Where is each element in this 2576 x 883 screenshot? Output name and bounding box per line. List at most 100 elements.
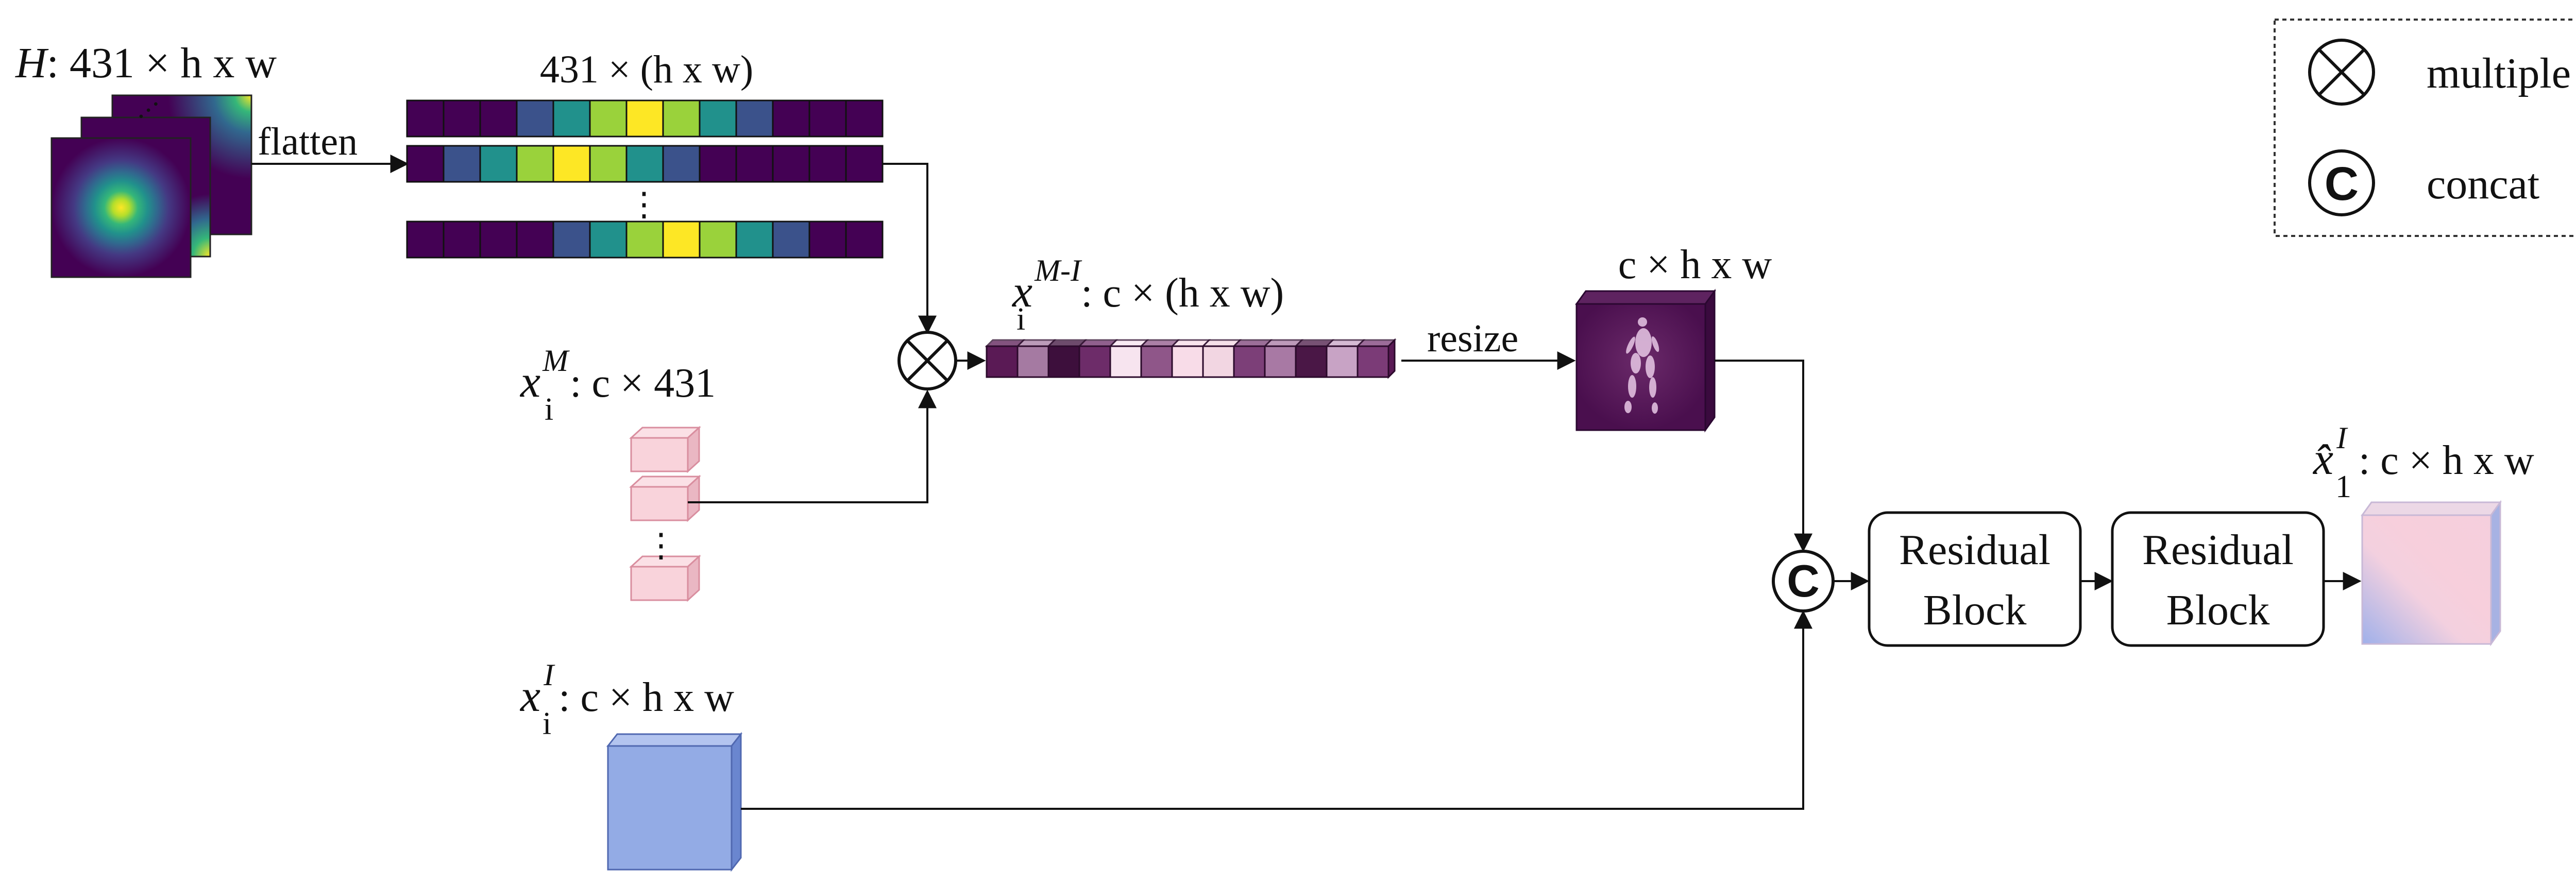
xMI-cell-9 [1232,339,1273,378]
flatten-rows [406,99,884,259]
flatten-cell-r2-c9 [699,145,737,183]
flatten-cell-r2-c6 [589,145,628,183]
flatten-cell-r2-c3 [479,145,518,183]
xMI-cell-10 [1263,339,1304,378]
heatmaps-symbol: H [15,39,49,87]
residual-block-1: Residual Block [1868,511,2082,647]
heatmaps-dims: : 431 × h x w [47,39,277,87]
xMI-cell-6 [1139,339,1180,378]
flatten-to-multiply-line [883,163,937,334]
residual-block-2-box [2111,511,2325,647]
xI-to-concat-line [741,610,1812,810]
residual-block-2: Residual Block [2111,511,2325,647]
output-sub: 1 [2335,469,2351,504]
flatten-cell-r1-c2 [443,99,481,138]
flatten-cell-r2-c2 [443,145,481,183]
xMI-cell-3 [1046,339,1088,378]
xM-cube-1 [629,426,701,473]
flatten-cell-r1-c12 [808,99,847,138]
heatmaps-label: H: 431 × h x w [15,39,277,87]
output-cube-side [2490,500,2501,647]
multiply-operator [897,331,957,390]
output-dims: : c × h x w [2359,438,2534,483]
flatten-cell-r1-c3 [479,99,518,138]
resize-label: resize [1427,317,1518,360]
xM-cube-3 [629,554,701,602]
multiply-cross-b [906,339,949,382]
flatten-cell-r3-c2 [443,220,481,259]
xMI-sup: M-I [1034,253,1082,287]
legend-multiple-label: multiple [2427,49,2571,97]
residual-block-1-line2: Block [1923,586,2027,634]
flatten-cell-r1-c6 [589,99,628,138]
xM-to-multiply-line [688,389,937,503]
xMI-strip [985,338,1397,379]
heatmap-front [50,137,192,278]
xM-ellipsis: ⋮ [645,527,677,564]
xMI-label: xM-I i : c × (h x w) [1011,253,1284,337]
xMI-cell-1 [985,339,1026,378]
flatten-cell-r3-c12 [808,220,847,259]
flatten-cell-r2-c7 [625,145,664,183]
xMI-base: x [1011,267,1032,317]
xMI-strip-side [1387,338,1396,379]
flatten-cell-r3-c3 [479,220,518,259]
heatmap-stack: ··· [50,89,252,278]
xI-cube [606,732,743,872]
flatten-dims: 431 × (h x w) [540,48,753,91]
flatten-cell-r3-c4 [516,220,554,259]
flatten-cell-r1-c9 [699,99,737,138]
xM-base: x [519,357,540,407]
residual-block-1-box [1868,511,2082,647]
xMI-dims: : c × (h x w) [1081,270,1284,316]
xM-sup: M [542,344,570,378]
output-base: x̂ [2312,434,2333,484]
flatten-cell-r3-c7 [625,220,664,259]
legend-item-concat: C concat [2308,149,2539,216]
residual-block-2-line2: Block [2166,586,2270,634]
flatten-cell-r2-c13 [845,145,884,183]
flatten-cell-r1-c7 [625,99,664,138]
xI-cube-front [607,745,733,871]
legend-concat-symbol: C [2325,158,2359,210]
flatten-cell-r1-c11 [772,99,810,138]
flatten-cell-r2-c1 [406,145,445,183]
flatten-cell-r2-c10 [735,145,774,183]
flatten-cell-r2-c4 [516,145,554,183]
legend-concat-label: concat [2427,160,2539,208]
xI-sub: i [543,706,551,741]
flatten-label: flatten [258,120,358,163]
xM-label: xM i: c × 431 [519,344,716,427]
legend: multiple C concat [2274,19,2576,237]
resized-cube-side [1704,288,1716,433]
output-cube-top [2361,501,2502,516]
flatten-cell-r1-c1 [406,99,445,138]
flatten-cell-r2-c5 [552,145,591,183]
xMI-cell-7 [1170,339,1211,378]
flatten-cell-r1-c8 [662,99,701,138]
resized-dims: c × h x w [1618,242,1772,287]
flatten-cell-r2-c12 [808,145,847,183]
flatten-cell-r3-c1 [406,220,445,259]
output-sup: I [2336,421,2348,455]
xI-cube-side [731,732,742,872]
residual-block-1-line1: Residual [1899,526,2050,574]
xMI-cell-2 [1015,339,1057,378]
xMI-sub: i [1016,302,1025,337]
xM-cube-2 [629,474,701,522]
flatten-cell-r1-c10 [735,99,774,138]
xI-base: x [519,671,540,721]
resized-cube-top [1575,290,1716,305]
output-cube-front [2361,514,2492,645]
xMI-cell-5 [1108,339,1149,378]
flatten-cell-r2-c11 [772,145,810,183]
pose-figure [1624,317,1659,414]
resized-to-concat-line [1715,360,1812,552]
xM-cubes: ⋮ [629,426,701,602]
xMI-cell-12 [1325,339,1366,378]
flatten-cell-r3-c13 [845,220,884,259]
flatten-cell-r2-c8 [662,145,701,183]
